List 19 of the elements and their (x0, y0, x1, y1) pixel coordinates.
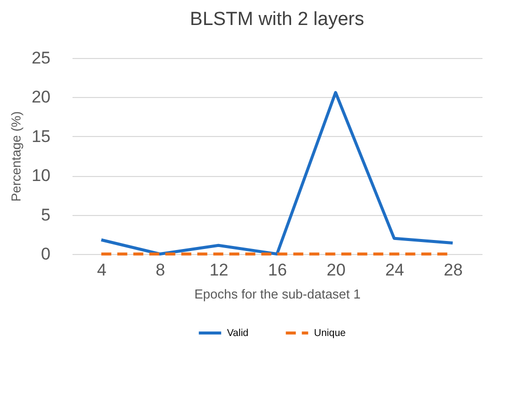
x-tick-label: 4 (97, 260, 107, 280)
y-tick-label: 25 (32, 48, 50, 68)
line-series (100, 90, 454, 256)
y-tick-label: 20 (32, 88, 50, 107)
legend-label: Valid (227, 328, 248, 339)
y-tick-label: 0 (41, 244, 50, 264)
legend-label: Unique (314, 328, 346, 339)
x-tick-label: 8 (156, 260, 166, 280)
x-tick-label: 12 (209, 260, 228, 280)
y-tick-label: 10 (32, 166, 50, 186)
x-axis-title: Epochs for the sub-dataset 1 (194, 286, 361, 302)
x-tick-label: 24 (385, 260, 404, 280)
y-tick-label: 5 (41, 205, 50, 224)
x-tick-label: 16 (268, 260, 287, 280)
y-axis-title: Percentage (%) (8, 111, 24, 202)
chart-title: BLSTM with 2 layers (190, 9, 364, 30)
x-tick-label: 20 (326, 260, 346, 280)
y-tick-label: 15 (32, 126, 50, 146)
x-tick-label: 28 (444, 260, 463, 280)
